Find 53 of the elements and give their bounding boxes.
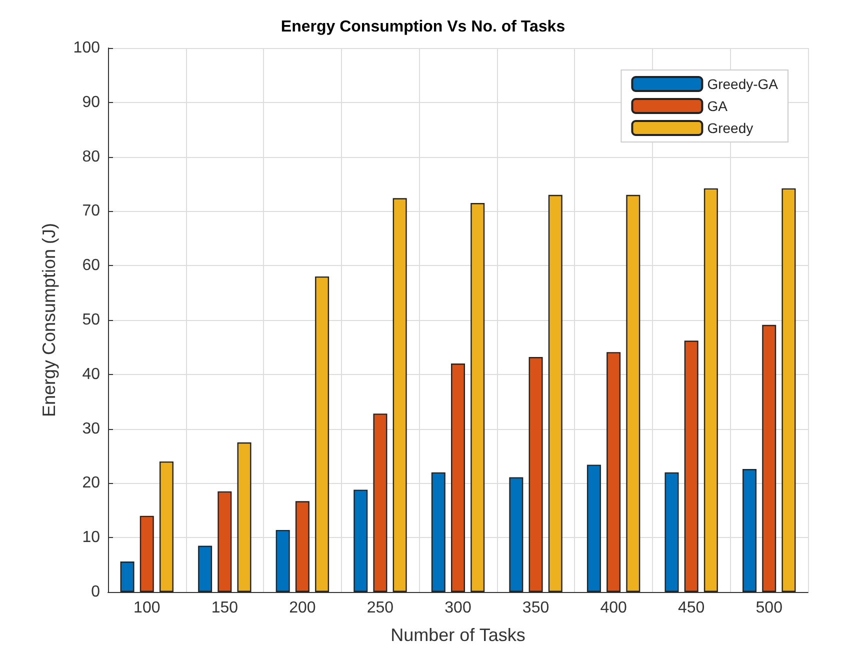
x-tick-label: 250 (366, 600, 394, 616)
x-tick-label: 150 (211, 600, 238, 616)
bar (606, 352, 621, 592)
legend-label: Greedy-GA (707, 76, 779, 92)
bar (548, 194, 562, 592)
x-tick-label: 350 (522, 600, 550, 616)
x-axis-title: Number of Tasks (390, 625, 526, 645)
bar (528, 356, 543, 592)
x-tick-label: 200 (289, 600, 316, 616)
chart-title: Energy Consumption Vs No. of Tasks (280, 18, 566, 36)
bar (392, 198, 407, 592)
y-tick-label: 10 (82, 529, 100, 546)
bar (704, 188, 718, 592)
bar (451, 364, 465, 592)
bar (218, 491, 232, 592)
bar (120, 562, 134, 592)
bar (373, 414, 388, 592)
y-tick-label: 40 (82, 366, 100, 383)
x-tick-label: 500 (756, 600, 783, 616)
bar (276, 530, 290, 592)
legend-label: GA (707, 98, 728, 114)
bar (295, 501, 310, 592)
y-tick-label: 60 (82, 257, 100, 274)
bar (664, 472, 679, 592)
bar (198, 546, 212, 592)
x-tick-label: 400 (600, 600, 627, 616)
bar (237, 442, 252, 592)
y-tick-label: 80 (82, 148, 100, 166)
x-tick-label: 100 (134, 600, 160, 616)
y-tick-label: 30 (82, 420, 100, 438)
bar (762, 324, 776, 592)
y-axis-title: Energy Consumption (J) (39, 222, 59, 418)
bar (315, 276, 330, 592)
bar (159, 461, 174, 592)
y-tick-label: 70 (82, 202, 100, 220)
bar (509, 477, 524, 592)
y-tick-label: 0 (91, 584, 100, 600)
bar (742, 469, 757, 592)
y-tick-label: 50 (82, 312, 100, 328)
bar (470, 203, 485, 592)
bar (586, 464, 601, 592)
legend-label: Greedy (707, 120, 754, 136)
x-tick-label: 450 (678, 600, 705, 616)
bar (431, 472, 446, 592)
y-tick-label: 100 (73, 40, 100, 56)
bar (782, 188, 796, 592)
x-tick-label: 300 (444, 600, 472, 616)
bar (140, 516, 154, 592)
y-tick-label: 20 (82, 474, 100, 492)
bar (684, 340, 698, 592)
bar (626, 194, 640, 592)
y-tick-label: 90 (82, 94, 100, 111)
bar (354, 490, 368, 592)
